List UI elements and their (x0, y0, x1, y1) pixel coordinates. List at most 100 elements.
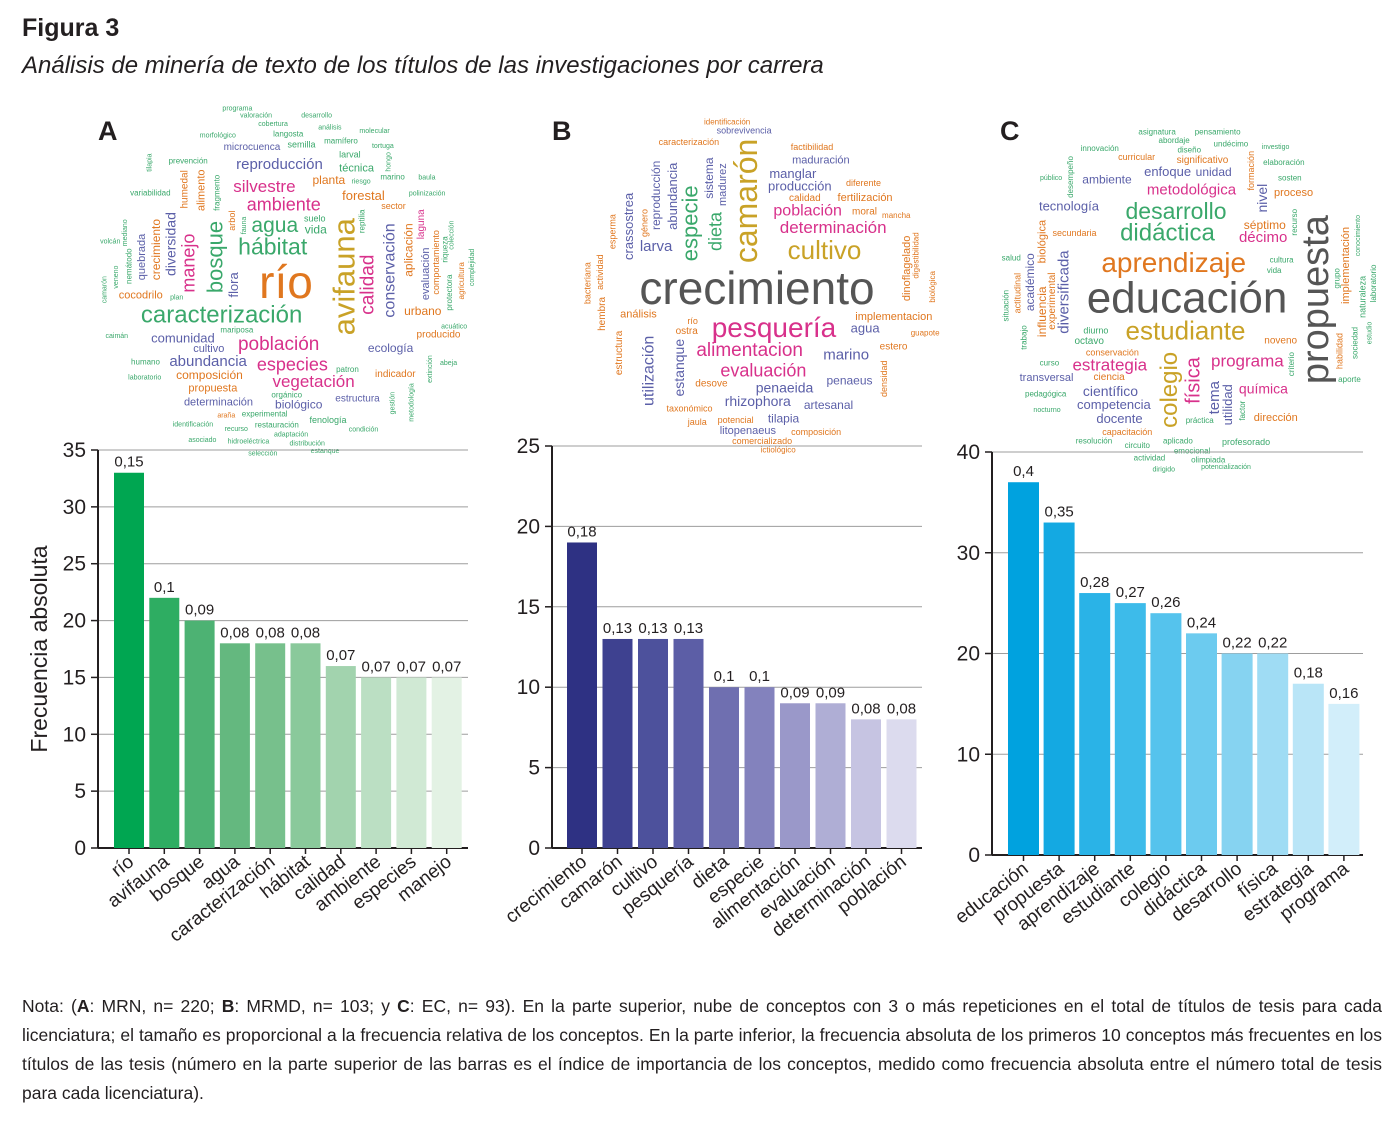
cloud-word: experimental (242, 409, 288, 418)
cloud-word: sobrevivencia (717, 125, 772, 135)
cloud-word: pensamiento (1195, 127, 1241, 136)
y-axis-label: Frecuencia absoluta (26, 545, 52, 752)
bar-evaluación (815, 703, 846, 848)
cloud-word: larva (640, 238, 673, 255)
cloud-word: actividad (595, 254, 605, 290)
bar-didáctica (1186, 633, 1217, 855)
cloud-word: abeja (440, 360, 457, 367)
panel-letter: C (1000, 116, 1020, 146)
note-text-b: : MRMD, n= 103; y (234, 996, 398, 1016)
bar-value-label: 0,07 (361, 658, 390, 675)
cloud-word: emocional (1174, 446, 1211, 455)
cloud-word: riesgo (352, 179, 371, 186)
cloud-word: conocimiento (1355, 215, 1362, 256)
cloud-word: digestibilidad (911, 232, 920, 278)
cloud-word: público (1040, 175, 1062, 182)
bar-aprendizaje (1079, 593, 1111, 855)
cloud-word: séptimo (1244, 218, 1286, 232)
cloud-word: protectora (445, 274, 454, 311)
cloud-word: dirigido (1153, 467, 1176, 474)
cloud-word: noveno (1264, 335, 1297, 346)
cloud-word: fragmento (213, 174, 222, 211)
bar-estudiante (1114, 603, 1146, 855)
cloud-word: académico (1023, 253, 1037, 311)
cloud-word: variabilidad (130, 188, 170, 197)
cloud-word: capacitación (1102, 427, 1152, 437)
cloud-word: fauna (241, 217, 248, 235)
cloud-word: estanque (311, 448, 340, 455)
note-key-b: B (221, 996, 235, 1016)
cloud-word: caracterización (659, 137, 720, 147)
cloud-word: planta (313, 173, 346, 187)
y-tick-label: 5 (74, 780, 86, 803)
cloud-word: laboratorio (1369, 264, 1378, 302)
cloud-word: humedal (180, 170, 191, 208)
bar-dieta (709, 687, 739, 848)
bar-propuesta (1043, 522, 1075, 855)
cloud-word: biológico (275, 397, 323, 411)
cloud-word: situación (1001, 290, 1010, 322)
bar-value-label: 0,07 (432, 658, 461, 675)
cloud-word: composición (791, 427, 841, 437)
cloud-word: restauración (255, 420, 299, 429)
cloud-word: docente (1096, 411, 1142, 426)
bar-value-label: 0,26 (1151, 594, 1180, 611)
cloud-word: identificación (173, 422, 214, 429)
cloud-word: crassostrea (621, 192, 636, 260)
cloud-word: aprendizaje (1101, 247, 1246, 278)
bar-colegio (1150, 613, 1182, 855)
cloud-word: manglar (769, 166, 817, 181)
cloud-word: resolución (1076, 437, 1112, 446)
cloud-word: investigo (1262, 144, 1290, 151)
cloud-word: artesanal (804, 398, 853, 412)
cloud-word: reproducción (236, 156, 323, 173)
bar-value-label: 0,08 (256, 624, 285, 641)
bar-programa (1328, 703, 1360, 855)
cloud-word: comunidad (151, 330, 215, 345)
bar-value-label: 0,08 (291, 624, 320, 641)
cloud-word: física (1182, 356, 1204, 404)
cloud-word: undécimo (1214, 140, 1249, 149)
y-tick-label: 20 (63, 610, 86, 633)
y-tick-label: 40 (957, 441, 980, 464)
bar-alimentación (780, 703, 810, 848)
cloud-word: aplicación (402, 223, 416, 276)
cloud-word: dieta (705, 211, 725, 251)
cloud-word: secundaria (1052, 228, 1096, 238)
bar-value-label: 0,16 (1329, 685, 1358, 702)
cloud-word: complejidad (469, 249, 476, 286)
cloud-word: población (238, 334, 319, 355)
cloud-word: dinoflagelado (901, 236, 913, 301)
cloud-word: didáctica (1120, 219, 1215, 246)
cloud-word: desove (695, 378, 728, 389)
bar-educación (1008, 482, 1039, 855)
bar-value-label: 0,18 (567, 523, 596, 540)
cloud-word: maduración (792, 155, 849, 167)
cloud-word: evaluación (420, 248, 432, 301)
cloud-word: unidad (1196, 165, 1232, 179)
cloud-word: suelo (304, 213, 326, 223)
cloud-word: recurso (225, 426, 248, 433)
cloud-word: científico (1083, 383, 1138, 399)
cloud-word: propuesta (1295, 214, 1337, 384)
cloud-word: diversidad (163, 212, 179, 276)
cloud-word: forestal (342, 188, 385, 203)
cloud-word: propuesta (188, 383, 238, 395)
cloud-word: competencia (1077, 397, 1151, 412)
panel-letter: A (98, 116, 118, 146)
cloud-word: condición (349, 427, 379, 434)
cloud-word: vegetación (272, 372, 354, 391)
cloud-word: vida (1267, 266, 1282, 275)
y-tick-label: 10 (63, 723, 86, 746)
bar-especie (744, 687, 775, 848)
cloud-word: mariposa (220, 326, 253, 335)
cloud-word: educación (1087, 274, 1288, 323)
cloud-word: diurno (1083, 326, 1108, 336)
cloud-word: alimento (196, 169, 208, 211)
cloud-word: aporte (1338, 375, 1361, 384)
cloud-word: hongo (385, 152, 392, 172)
